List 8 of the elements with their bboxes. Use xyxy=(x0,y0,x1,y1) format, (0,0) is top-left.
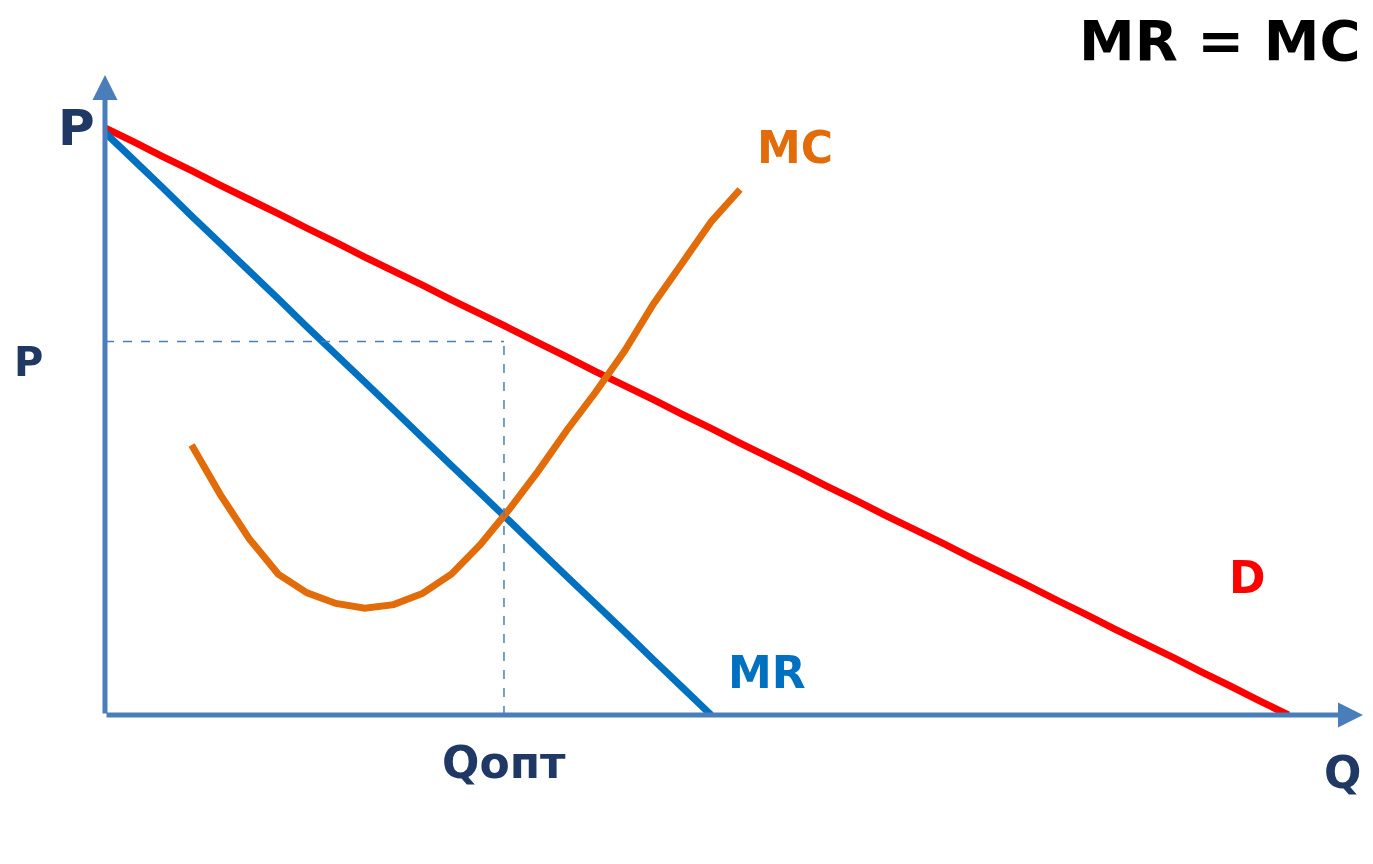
series-label: MC xyxy=(757,122,834,173)
x-axis-title: Q xyxy=(1324,747,1362,798)
text: Qопт xyxy=(442,737,567,788)
y-axis-title: P xyxy=(58,99,95,157)
series-label: MR xyxy=(728,647,806,698)
chart-title: MR = MC xyxy=(1079,8,1361,73)
ref-line-label: P xyxy=(14,339,44,385)
series-label: D xyxy=(1229,552,1266,603)
